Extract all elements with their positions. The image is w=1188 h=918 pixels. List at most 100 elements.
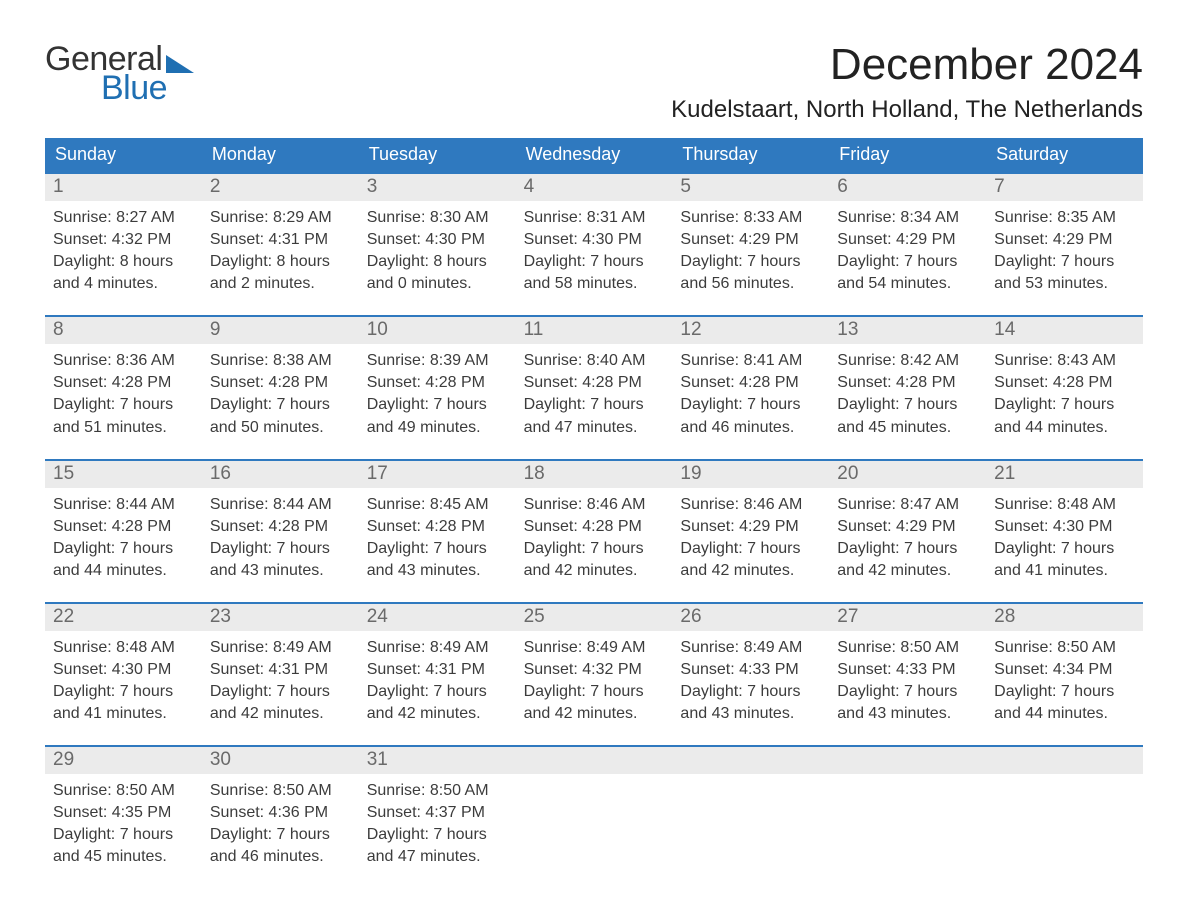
daylight-line1: Daylight: 7 hours: [53, 824, 194, 846]
day-cell: Sunrise: 8:27 AMSunset: 4:32 PMDaylight:…: [45, 201, 202, 295]
week-row: 15161718192021Sunrise: 8:44 AMSunset: 4:…: [45, 459, 1143, 582]
daylight-line1: Daylight: 7 hours: [524, 681, 665, 703]
sunrise-text: Sunrise: 8:40 AM: [524, 350, 665, 372]
day-number: 20: [829, 461, 986, 488]
day-cell: Sunrise: 8:31 AMSunset: 4:30 PMDaylight:…: [516, 201, 673, 295]
daynum-row: 22232425262728: [45, 604, 1143, 631]
daylight-line1: Daylight: 8 hours: [367, 251, 508, 273]
daylight-line2: and 42 minutes.: [524, 560, 665, 582]
sunset-text: Sunset: 4:29 PM: [994, 229, 1135, 251]
day-number: 16: [202, 461, 359, 488]
location: Kudelstaart, North Holland, The Netherla…: [671, 96, 1143, 124]
sunset-text: Sunset: 4:28 PM: [994, 372, 1135, 394]
day-number: 24: [359, 604, 516, 631]
dow-tuesday: Tuesday: [359, 138, 516, 172]
sunrise-text: Sunrise: 8:35 AM: [994, 207, 1135, 229]
daylight-line2: and 43 minutes.: [210, 560, 351, 582]
daylight-line2: and 47 minutes.: [524, 417, 665, 439]
day-number: 28: [986, 604, 1143, 631]
sunrise-text: Sunrise: 8:49 AM: [680, 637, 821, 659]
logo-word-blue: Blue: [101, 69, 194, 108]
sunrise-text: Sunrise: 8:39 AM: [367, 350, 508, 372]
daylight-line1: Daylight: 7 hours: [53, 394, 194, 416]
daylight-line1: Daylight: 7 hours: [210, 538, 351, 560]
daylight-line1: Daylight: 7 hours: [367, 394, 508, 416]
day-number: 15: [45, 461, 202, 488]
day-cell: Sunrise: 8:40 AMSunset: 4:28 PMDaylight:…: [516, 344, 673, 438]
sunset-text: Sunset: 4:28 PM: [210, 372, 351, 394]
daylight-line2: and 51 minutes.: [53, 417, 194, 439]
sunset-text: Sunset: 4:34 PM: [994, 659, 1135, 681]
daylight-line2: and 42 minutes.: [367, 703, 508, 725]
sunset-text: Sunset: 4:37 PM: [367, 802, 508, 824]
sunset-text: Sunset: 4:28 PM: [53, 372, 194, 394]
day-number: 19: [672, 461, 829, 488]
daylight-line2: and 43 minutes.: [837, 703, 978, 725]
day-cell: Sunrise: 8:48 AMSunset: 4:30 PMDaylight:…: [986, 488, 1143, 582]
sunrise-text: Sunrise: 8:50 AM: [367, 780, 508, 802]
day-number: 25: [516, 604, 673, 631]
sunrise-text: Sunrise: 8:50 AM: [837, 637, 978, 659]
day-number: 26: [672, 604, 829, 631]
sunrise-text: Sunrise: 8:31 AM: [524, 207, 665, 229]
daylight-line2: and 2 minutes.: [210, 273, 351, 295]
week-row: 891011121314Sunrise: 8:36 AMSunset: 4:28…: [45, 315, 1143, 438]
daylight-line1: Daylight: 7 hours: [994, 251, 1135, 273]
title-block: December 2024 Kudelstaart, North Holland…: [671, 40, 1143, 124]
sunset-text: Sunset: 4:28 PM: [680, 372, 821, 394]
day-number: 30: [202, 747, 359, 774]
sunrise-text: Sunrise: 8:48 AM: [53, 637, 194, 659]
sunset-text: Sunset: 4:28 PM: [367, 516, 508, 538]
day-cell: Sunrise: 8:50 AMSunset: 4:34 PMDaylight:…: [986, 631, 1143, 725]
day-cell: [516, 774, 673, 868]
daynum-row: 293031: [45, 747, 1143, 774]
daynum-row: 891011121314: [45, 317, 1143, 344]
sunset-text: Sunset: 4:28 PM: [837, 372, 978, 394]
day-cell: Sunrise: 8:44 AMSunset: 4:28 PMDaylight:…: [45, 488, 202, 582]
daynum-row: 15161718192021: [45, 461, 1143, 488]
sunset-text: Sunset: 4:29 PM: [680, 516, 821, 538]
day-cell: Sunrise: 8:49 AMSunset: 4:31 PMDaylight:…: [202, 631, 359, 725]
daylight-line1: Daylight: 7 hours: [994, 394, 1135, 416]
day-cell: Sunrise: 8:47 AMSunset: 4:29 PMDaylight:…: [829, 488, 986, 582]
week-row: 293031Sunrise: 8:50 AMSunset: 4:35 PMDay…: [45, 745, 1143, 868]
sunrise-text: Sunrise: 8:42 AM: [837, 350, 978, 372]
sunrise-text: Sunrise: 8:44 AM: [210, 494, 351, 516]
sunrise-text: Sunrise: 8:46 AM: [680, 494, 821, 516]
day-cell: Sunrise: 8:45 AMSunset: 4:28 PMDaylight:…: [359, 488, 516, 582]
daylight-line1: Daylight: 7 hours: [210, 824, 351, 846]
day-cell: [986, 774, 1143, 868]
sunrise-text: Sunrise: 8:30 AM: [367, 207, 508, 229]
sunset-text: Sunset: 4:30 PM: [524, 229, 665, 251]
daylight-line2: and 44 minutes.: [53, 560, 194, 582]
day-number: 12: [672, 317, 829, 344]
dow-wednesday: Wednesday: [516, 138, 673, 172]
day-cell: Sunrise: 8:42 AMSunset: 4:28 PMDaylight:…: [829, 344, 986, 438]
week-row: 1234567Sunrise: 8:27 AMSunset: 4:32 PMDa…: [45, 172, 1143, 295]
day-cell: Sunrise: 8:50 AMSunset: 4:33 PMDaylight:…: [829, 631, 986, 725]
day-cell: Sunrise: 8:46 AMSunset: 4:28 PMDaylight:…: [516, 488, 673, 582]
sunrise-text: Sunrise: 8:34 AM: [837, 207, 978, 229]
daylight-line1: Daylight: 7 hours: [994, 681, 1135, 703]
sunrise-text: Sunrise: 8:50 AM: [994, 637, 1135, 659]
sunset-text: Sunset: 4:28 PM: [53, 516, 194, 538]
day-cell: Sunrise: 8:43 AMSunset: 4:28 PMDaylight:…: [986, 344, 1143, 438]
daylight-line2: and 43 minutes.: [680, 703, 821, 725]
daylight-line2: and 44 minutes.: [994, 417, 1135, 439]
sunset-text: Sunset: 4:32 PM: [53, 229, 194, 251]
daylight-line1: Daylight: 7 hours: [53, 538, 194, 560]
daylight-line1: Daylight: 7 hours: [680, 538, 821, 560]
sunrise-text: Sunrise: 8:50 AM: [210, 780, 351, 802]
daylight-line2: and 42 minutes.: [524, 703, 665, 725]
day-cell: Sunrise: 8:44 AMSunset: 4:28 PMDaylight:…: [202, 488, 359, 582]
daylight-line1: Daylight: 8 hours: [53, 251, 194, 273]
sunrise-text: Sunrise: 8:50 AM: [53, 780, 194, 802]
day-cell: Sunrise: 8:50 AMSunset: 4:36 PMDaylight:…: [202, 774, 359, 868]
daylight-line2: and 56 minutes.: [680, 273, 821, 295]
sunset-text: Sunset: 4:33 PM: [837, 659, 978, 681]
day-cell: Sunrise: 8:50 AMSunset: 4:35 PMDaylight:…: [45, 774, 202, 868]
daylight-line1: Daylight: 7 hours: [837, 681, 978, 703]
sunset-text: Sunset: 4:28 PM: [524, 372, 665, 394]
daylight-line1: Daylight: 7 hours: [680, 681, 821, 703]
dow-friday: Friday: [829, 138, 986, 172]
